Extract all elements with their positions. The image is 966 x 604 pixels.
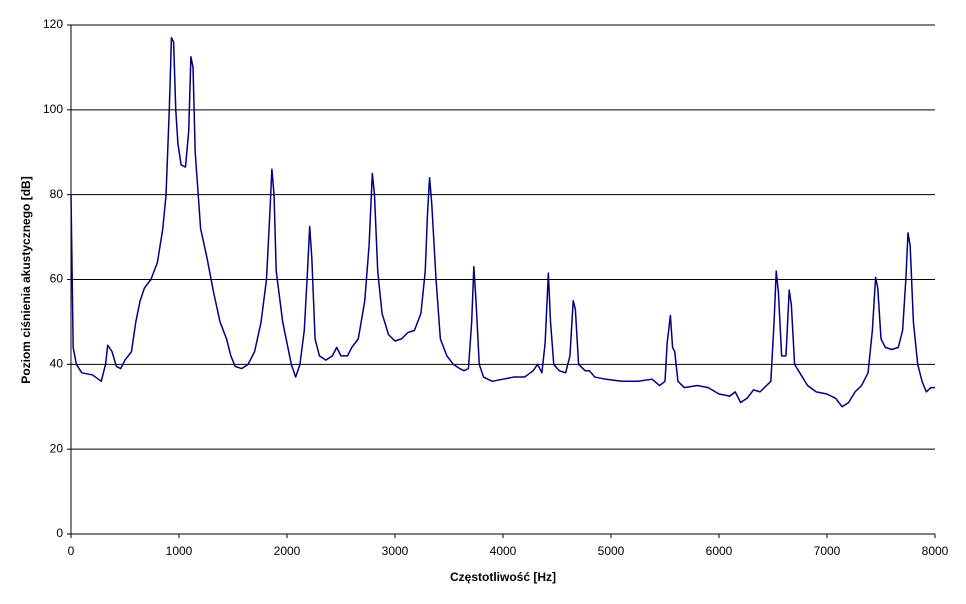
x-tick-label: 2000	[274, 544, 301, 558]
y-tick-label: 100	[43, 102, 63, 116]
y-axis-label: Poziom ciśnienia akustycznego [dB]	[19, 176, 33, 383]
y-tick-label: 40	[50, 357, 64, 371]
x-axis-label: Częstotliwość [Hz]	[450, 570, 556, 584]
x-tick-label: 3000	[382, 544, 409, 558]
x-tick-label: 6000	[706, 544, 733, 558]
y-tick-label: 20	[50, 441, 64, 455]
x-tick-label: 1000	[166, 544, 193, 558]
y-tick-label: 0	[56, 526, 63, 540]
x-tick-label: 0	[68, 544, 75, 558]
y-tick-label: 80	[50, 187, 64, 201]
x-tick-label: 7000	[814, 544, 841, 558]
y-tick-label: 120	[43, 17, 63, 31]
x-tick-label: 4000	[490, 544, 517, 558]
x-tick-label: 5000	[598, 544, 625, 558]
y-tick-label: 60	[50, 272, 64, 286]
data-line	[70, 36, 935, 408]
x-tick-label: 8000	[922, 544, 949, 558]
